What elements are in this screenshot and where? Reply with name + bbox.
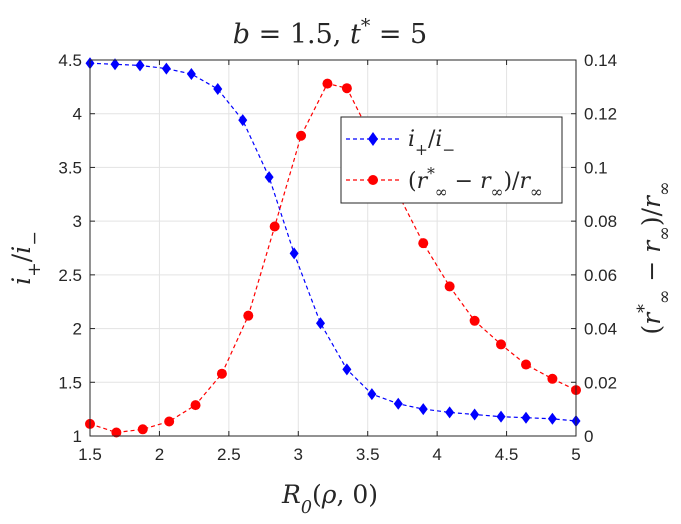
data-point-circle xyxy=(137,424,148,435)
data-point-diamond xyxy=(186,67,196,80)
data-point-circle xyxy=(216,368,227,379)
legend-entry-rel-diff: (r*∞ − r∞)/r∞ xyxy=(408,165,543,201)
axes-box xyxy=(89,59,577,437)
data-point-diamond xyxy=(547,412,557,425)
data-point-circle xyxy=(190,400,201,411)
series-group xyxy=(85,57,581,438)
legend-marker-diamond xyxy=(368,132,378,146)
data-point-circle xyxy=(269,221,280,232)
series-line-1 xyxy=(89,82,577,434)
series-line-0 xyxy=(89,62,577,422)
y-left-tick-label: 2 xyxy=(73,320,82,339)
data-point-circle xyxy=(296,130,307,141)
y-right-tick-label: 0.02 xyxy=(584,373,617,392)
y-left-tick-labels: 1 1.5 2 2.5 3 3.5 4 4.5 xyxy=(58,51,82,446)
data-point-circle xyxy=(111,427,122,438)
y-right-tick-labels: 0 0.02 0.04 0.06 0.08 0.1 0.12 0.14 xyxy=(584,51,617,446)
data-point-diamond xyxy=(110,58,120,71)
plot-area xyxy=(90,60,576,436)
x-tick-label: 3.5 xyxy=(356,445,380,464)
data-point-diamond xyxy=(521,411,531,424)
x-tick-label: 2.5 xyxy=(217,445,241,464)
chart-title: b = 1.5, t* = 5 xyxy=(233,15,427,50)
y-left-tick-label: 3 xyxy=(73,212,82,231)
data-point-circle xyxy=(341,83,352,94)
legend-box xyxy=(340,116,563,204)
y-axis-label-left: i+/i− xyxy=(7,231,45,285)
data-point-diamond xyxy=(393,397,403,410)
y-left-tick-label: 1 xyxy=(73,427,82,446)
legend-marker-circle xyxy=(368,175,378,185)
x-tick-label: 1.5 xyxy=(78,445,102,464)
data-point-circle xyxy=(469,315,480,326)
data-point-circle xyxy=(243,310,254,321)
data-point-diamond xyxy=(470,408,480,421)
x-tick-label: 2 xyxy=(155,445,164,464)
data-point-circle xyxy=(164,416,175,427)
data-point-diamond xyxy=(264,171,274,184)
data-point-diamond xyxy=(316,317,326,330)
x-tick-label: 5 xyxy=(571,445,580,464)
x-tick-labels: 1.5 2 2.5 3 3.5 4 4.5 5 xyxy=(78,445,581,464)
data-point-diamond xyxy=(418,403,428,416)
y-right-tick-label: 0.14 xyxy=(584,51,617,70)
y-right-tick-label: 0.06 xyxy=(584,266,617,285)
data-point-circle xyxy=(418,238,429,249)
data-point-circle xyxy=(444,281,455,292)
data-point-diamond xyxy=(238,114,248,127)
data-point-circle xyxy=(322,78,333,89)
y-left-tick-label: 3.5 xyxy=(58,158,82,177)
data-point-diamond xyxy=(289,247,299,260)
x-tick-label: 4.5 xyxy=(495,445,519,464)
x-tick-label: 3 xyxy=(294,445,303,464)
x-tick-label: 4 xyxy=(432,445,441,464)
x-axis-label: R0(ρ, 0) xyxy=(281,480,378,518)
data-point-diamond xyxy=(135,59,145,72)
data-point-circle xyxy=(547,373,558,384)
tick-marks xyxy=(89,59,577,437)
y-right-tick-label: 0.1 xyxy=(584,158,608,177)
y-left-tick-label: 2.5 xyxy=(58,266,82,285)
y-left-tick-label: 1.5 xyxy=(58,373,82,392)
data-point-diamond xyxy=(445,406,455,419)
data-point-circle xyxy=(521,359,532,370)
legend-entry-ratio: i+/i− xyxy=(408,127,455,159)
y-right-tick-label: 0.12 xyxy=(584,105,617,124)
legend: i+/i− (r*∞ − r∞)/r∞ xyxy=(340,116,563,204)
y-left-tick-label: 4 xyxy=(73,105,82,124)
y-right-tick-label: 0.08 xyxy=(584,212,617,231)
data-point-diamond xyxy=(161,62,171,75)
y-right-tick-label: 0 xyxy=(584,427,593,446)
y-left-tick-label: 4.5 xyxy=(58,51,82,70)
data-point-diamond xyxy=(496,410,506,423)
data-point-diamond xyxy=(342,363,352,376)
y-axis-label-right: (r*∞ − r∞)/r∞ xyxy=(635,181,675,334)
y-right-tick-label: 0.04 xyxy=(584,320,617,339)
data-point-diamond xyxy=(367,388,377,401)
data-point-diamond xyxy=(213,83,223,96)
data-point-circle xyxy=(496,339,507,350)
